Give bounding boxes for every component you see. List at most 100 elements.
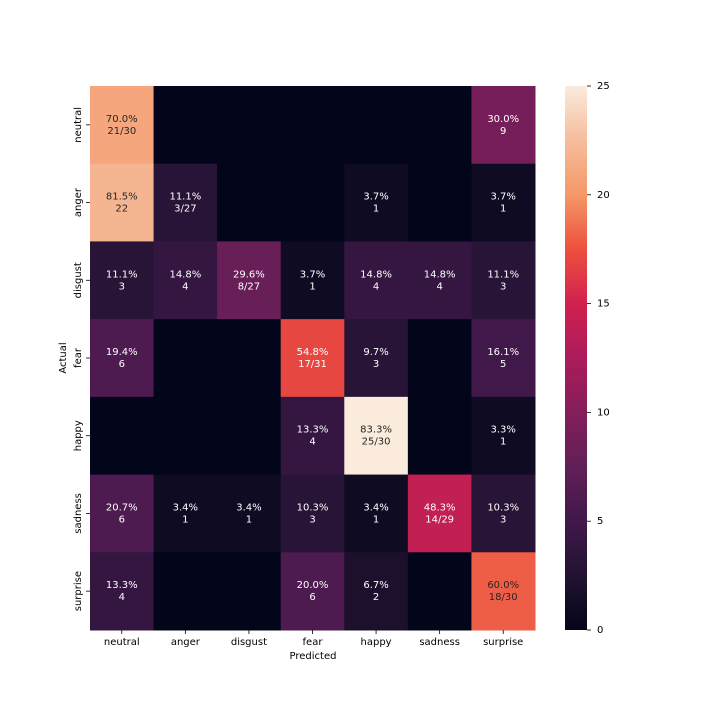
heatmap-cell [344,474,409,553]
heatmap-cell [407,86,472,165]
heatmap-cell [344,241,409,320]
heatmap-cell [153,474,218,553]
heatmap-cell [407,319,472,398]
cell-label: 2 [373,592,379,603]
cell-label: 16.1% [487,347,519,358]
cell-label: 19.4% [106,347,138,358]
cell-label: 3/27 [174,204,196,215]
cell-label: 21/30 [107,126,136,137]
cell-label: 11.1% [106,269,138,280]
cell-label: 3.4% [363,502,388,513]
cell-label: 6 [119,359,125,370]
cell-label: 8/27 [238,281,260,292]
cell-label: 6 [309,592,315,603]
cell-label: 9.7% [363,347,388,358]
x-axis-label: Predicted [290,651,337,662]
cell-label: 3 [309,514,315,525]
cell-label: 20.7% [106,502,138,513]
colorbar-tick-label: 5 [597,516,603,527]
cell-label: 20.0% [297,580,329,591]
cell-label: 48.3% [424,502,456,513]
heatmap-cell [471,474,536,553]
x-tick-label: anger [171,637,201,648]
heatmap-cell [217,474,282,553]
cell-label: 11.1% [169,192,201,203]
heatmap-cell [217,319,282,398]
heatmap-cell [153,163,218,242]
cell-label: 4 [119,592,125,603]
cell-label: 5 [500,359,506,370]
cell-label: 1 [182,514,188,525]
cell-label: 14.8% [360,269,392,280]
y-tick-label: neutral [73,107,84,143]
cell-label: 1 [309,281,315,292]
cell-label: 60.0% [487,580,519,591]
heatmap-cell [471,241,536,320]
cell-label: 22 [115,204,128,215]
heatmap-cell [217,86,282,165]
heatmap-cell [153,86,218,165]
heatmap-cell [217,241,282,320]
cell-label: 6.7% [363,580,388,591]
x-tick-label: happy [361,637,392,648]
heatmap-cell [344,552,409,631]
heatmap-cell [280,163,345,242]
heatmap-cell [407,163,472,242]
heatmap-cell [407,474,472,553]
cell-label: 1 [373,204,379,215]
cell-label: 14.8% [169,269,201,280]
heatmap-cell [344,86,409,165]
colorbar-tick-label: 15 [597,299,610,310]
heatmap-cell [90,319,155,398]
heatmap-cell [344,319,409,398]
cell-label: 1 [500,437,506,448]
cell-label: 13.3% [297,425,329,436]
heatmap-cell [90,163,155,242]
cell-label: 29.6% [233,269,265,280]
heatmap-cell [217,396,282,476]
heatmap-cell [90,552,155,631]
cell-label: 3.7% [491,192,516,203]
heatmap-cell [153,241,218,320]
heatmap-cell [344,163,409,242]
cell-label: 3 [500,514,506,525]
heatmap-cell [280,241,345,320]
colorbar-tick-label: 0 [597,625,603,636]
y-tick-label: disgust [73,262,84,298]
cell-label: 3.3% [491,425,516,436]
cell-label: 3 [373,359,379,370]
cell-label: 9 [500,126,506,137]
colorbar [565,86,587,630]
x-tick-label: surprise [483,637,523,648]
heatmap-cell [471,552,536,631]
heatmap-cell [90,474,155,553]
cell-label: 11.1% [487,269,519,280]
cell-label: 4 [309,437,315,448]
colorbar-tick-label: 10 [597,407,610,418]
cell-label: 1 [246,514,252,525]
heatmap-cell [471,396,536,476]
cell-label: 4 [182,281,188,292]
cell-label: 1 [500,204,506,215]
heatmap-cell [217,163,282,242]
x-tick-label: disgust [231,637,267,648]
heatmap-cell [471,319,536,398]
heatmap-cell [153,396,218,476]
heatmap-cell [471,86,536,165]
heatmap-cell [153,552,218,631]
heatmap-cell [280,552,345,631]
heatmap-cell [407,396,472,476]
heatmap-cell [280,86,345,165]
heatmap-cell [153,319,218,398]
cell-label: 3 [119,281,125,292]
y-tick-label: fear [73,347,84,368]
cell-label: 4 [373,281,379,292]
x-tick-label: fear [303,637,324,648]
cell-label: 18/30 [489,592,518,603]
heatmap-cell [407,241,472,320]
cell-label: 14.8% [424,269,456,280]
cell-label: 54.8% [297,347,329,358]
colorbar-tick-label: 20 [597,190,610,201]
y-tick-label: sadness [73,493,84,534]
